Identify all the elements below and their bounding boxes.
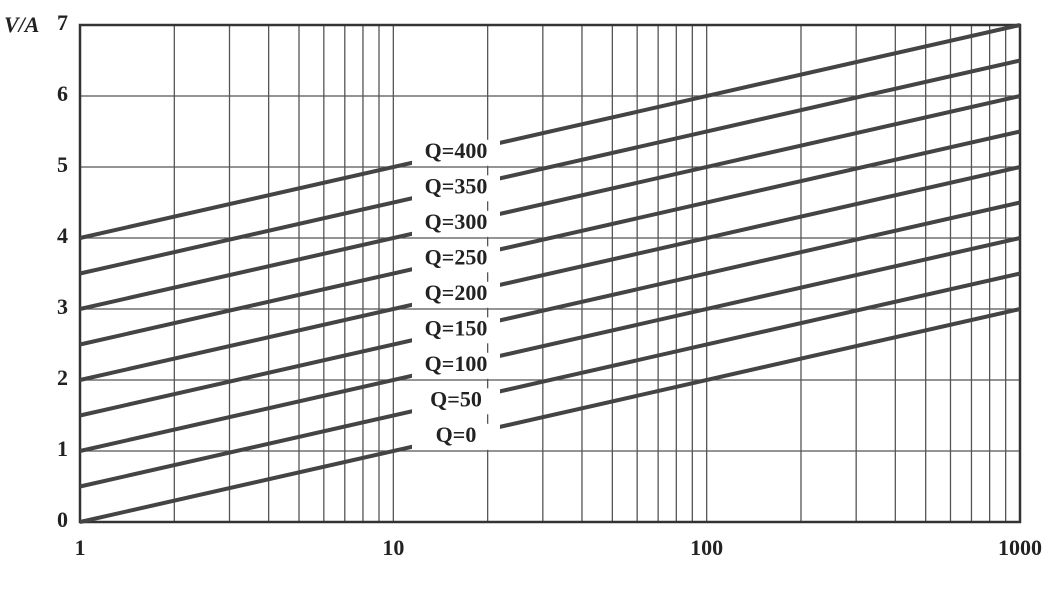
series-label: Q=100 — [425, 351, 488, 376]
series-line — [79, 23, 1021, 240]
x-tick-label: 10 — [382, 535, 404, 560]
y-tick-label: 2 — [57, 365, 68, 390]
label-background — [412, 423, 500, 450]
label-background — [412, 210, 500, 237]
y-tick-label: 1 — [57, 436, 68, 461]
series-line — [79, 94, 1021, 311]
x-tick-label: 1 — [75, 535, 86, 560]
label-background — [412, 388, 500, 415]
y-tick-label: 5 — [57, 152, 68, 177]
series-line — [79, 200, 1021, 418]
label-background — [412, 175, 500, 202]
x-tick-label: 100 — [690, 535, 723, 560]
x-tick-label: 1000 — [998, 535, 1042, 560]
series-label: Q=350 — [425, 173, 488, 198]
series-line — [79, 129, 1021, 347]
series-line — [79, 307, 1021, 524]
y-tick-label: 7 — [57, 10, 68, 35]
y-tick-label: 3 — [57, 294, 68, 319]
series-line — [79, 271, 1021, 489]
y-tick-label: 4 — [57, 223, 68, 248]
series-label: Q=400 — [425, 138, 488, 163]
y-axis-label: V/A — [4, 12, 39, 37]
series-line — [79, 236, 1021, 453]
series-label: Q=50 — [430, 386, 482, 411]
series-label: Q=0 — [436, 422, 477, 447]
label-background — [412, 139, 500, 166]
series-label: Q=200 — [425, 280, 488, 305]
y-tick-label: 0 — [57, 507, 68, 532]
series-line — [79, 165, 1021, 382]
label-background — [412, 281, 500, 308]
series-label: Q=250 — [425, 244, 488, 269]
series-line — [79, 58, 1021, 276]
label-background — [412, 246, 500, 273]
series-label: Q=300 — [425, 209, 488, 234]
label-background — [412, 352, 500, 379]
series-label: Q=150 — [425, 315, 488, 340]
label-background — [412, 317, 500, 344]
y-tick-label: 6 — [57, 81, 68, 106]
